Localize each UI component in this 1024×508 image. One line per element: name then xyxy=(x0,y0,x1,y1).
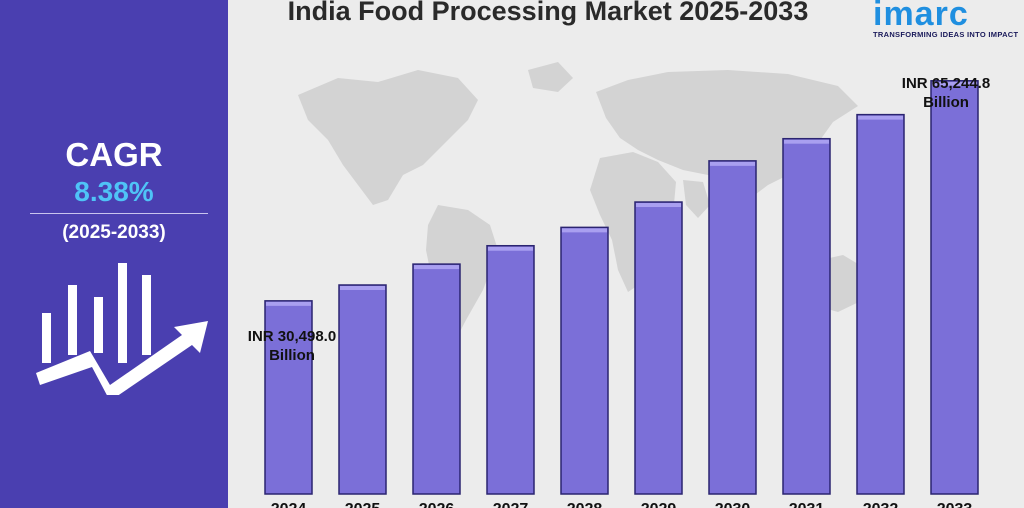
bar-top-highlight-2033 xyxy=(932,81,977,86)
data-label-2024-value: INR 30,498.0 xyxy=(247,328,337,345)
x-tick-label-2026: 2026 xyxy=(419,501,455,508)
bar-2028 xyxy=(560,226,609,495)
bar-2031 xyxy=(782,137,831,495)
bar-2026 xyxy=(412,263,461,495)
bar-top-highlight-2025 xyxy=(340,286,385,290)
bar-top-highlight-2027 xyxy=(488,246,533,251)
cagr-label: CAGR xyxy=(65,136,163,173)
chart-canvas: 2024 2025 2026 2027 2028 2029 2030 2031 2032 2033 xyxy=(264,62,979,508)
data-label-2033: INR 65,244.8 Billion xyxy=(886,74,1006,112)
cagr-period: (2025-2033) xyxy=(62,222,166,243)
bar-2032 xyxy=(856,113,905,495)
main-panel: 2024 2025 2026 2027 2028 2029 2030 2031 2032 2033… xyxy=(228,0,1024,508)
bar-top-highlight-2030 xyxy=(710,161,755,166)
bar-top-highlight-2026 xyxy=(414,265,459,270)
chart-title: India Food Processing Market 2025-2033 xyxy=(287,0,809,26)
x-tick-label-2025: 2025 xyxy=(345,501,381,508)
bar-series xyxy=(264,80,979,495)
logo-tagline: TRANSFORMING IDEAS INTO IMPACT xyxy=(873,30,1019,39)
bar-2029 xyxy=(634,201,683,495)
sidebar-divider xyxy=(30,213,208,214)
bar-2025 xyxy=(338,284,387,495)
x-tick-label-2029: 2029 xyxy=(641,501,677,508)
x-tick-label-2027: 2027 xyxy=(493,501,529,508)
x-tick-label-2033: 2033 xyxy=(937,501,973,508)
bar-top-highlight-2028 xyxy=(562,228,607,233)
imarc-logo: imarc TRANSFORMING IDEAS INTO IMPACT xyxy=(873,0,1023,39)
x-tick-label-2030: 2030 xyxy=(715,501,751,508)
cagr-sidebar: CAGR 8.38% (2025-2033) xyxy=(0,0,228,508)
data-label-2033-value: INR 65,244.8 xyxy=(901,75,991,92)
bar-top-highlight-2029 xyxy=(636,203,681,208)
x-tick-label-2024: 2024 xyxy=(271,501,307,508)
data-label-2024-unit: Billion xyxy=(269,347,315,364)
data-label-2033-unit: Billion xyxy=(923,94,969,111)
bar-2027 xyxy=(486,244,535,495)
bar-top-highlight-2031 xyxy=(784,139,829,144)
cagr-value: 8.38% xyxy=(74,176,154,207)
x-tick-label-2031: 2031 xyxy=(789,501,825,508)
data-label-2024: INR 30,498.0 Billion xyxy=(232,327,352,365)
growth-chart-icon xyxy=(36,263,208,395)
logo-wordmark: imarc xyxy=(873,0,969,33)
x-tick-label-2032: 2032 xyxy=(863,501,899,508)
x-tick-label-2028: 2028 xyxy=(567,501,603,508)
bar-top-highlight-2032 xyxy=(858,115,903,120)
bar-top-highlight-2024 xyxy=(266,301,311,306)
x-axis-tick-labels: 2024 2025 2026 2027 2028 2029 2030 2031 2032 2033 xyxy=(271,501,973,508)
bar-2030 xyxy=(708,160,757,495)
bar-2033 xyxy=(930,80,979,495)
bar-2024 xyxy=(264,300,313,495)
